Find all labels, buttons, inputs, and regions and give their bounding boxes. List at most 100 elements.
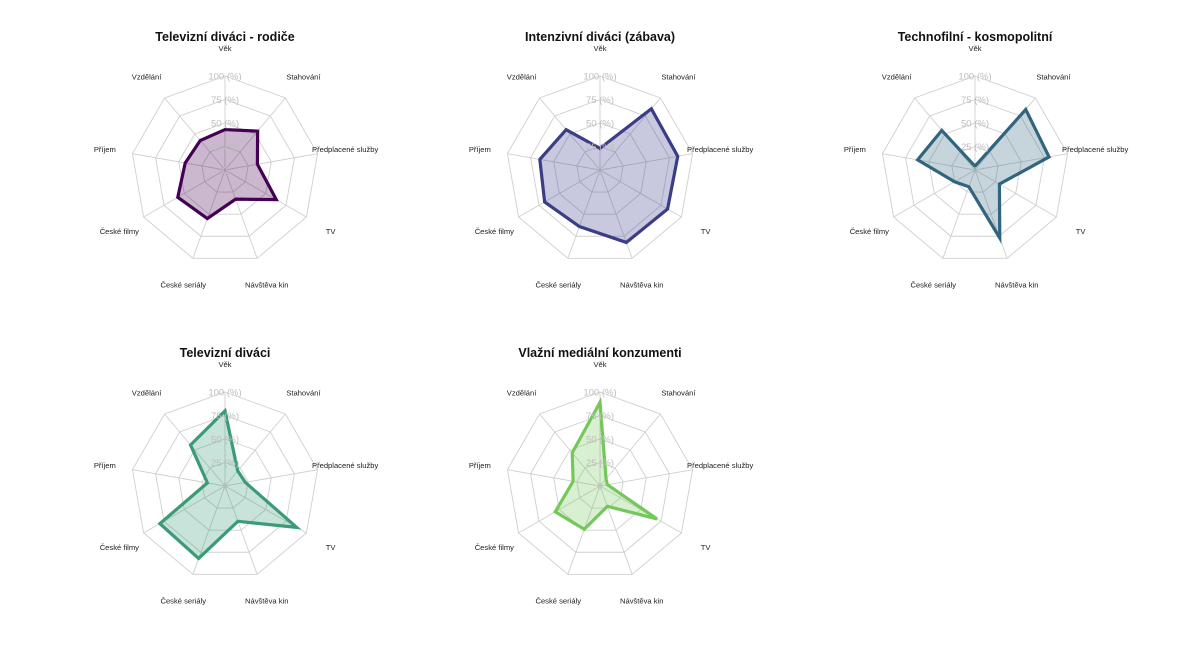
grid-spoke <box>518 169 601 218</box>
grid-ring <box>131 75 319 259</box>
grid-ring <box>881 75 1069 259</box>
radar-panel-2: Intenzivní diváci (zábava) 0 25 (%) 50 (%) 7… <box>469 30 754 290</box>
grid-ring <box>178 438 272 531</box>
grid-ring <box>201 462 249 509</box>
grid-spoke <box>224 97 286 171</box>
axis-label-ceske-filmy: České filmy <box>475 227 514 236</box>
grid-ring <box>178 122 272 215</box>
tick-label: 0 <box>222 482 227 493</box>
tick-label: 0 <box>222 166 227 177</box>
tick-label: 100 (%) <box>958 72 991 83</box>
grid-spoke <box>224 469 318 487</box>
grid-ring <box>951 146 999 193</box>
axis-label-vzdelani: Vzdělání <box>507 73 537 82</box>
grid-spoke <box>539 413 601 487</box>
axis-label-stahovani: Stahování <box>661 389 696 398</box>
panel-title: Technofilní - kosmopolitní <box>898 30 1053 44</box>
tick-label: 100 (%) <box>208 72 241 83</box>
axis-label-navsteva-kin: Návštěva kin <box>620 597 663 606</box>
grid-spoke <box>224 485 258 575</box>
axis-label-vek: Věk <box>593 44 606 53</box>
tick-label: 0 <box>597 166 602 177</box>
grid-spoke <box>882 153 976 171</box>
axis-label-prijem: Příjem <box>469 145 491 154</box>
panel-title: Vlažní mediální konzumenti <box>518 346 681 360</box>
grid-ring <box>155 99 295 237</box>
tick-label: 25 (%) <box>961 142 989 153</box>
grid-spoke <box>893 169 976 218</box>
grid-ring <box>506 75 694 259</box>
axis-label-vzdelani: Vzdělání <box>132 73 162 82</box>
tick-label: 100 (%) <box>583 388 616 399</box>
grid-spoke <box>143 169 226 218</box>
axis-label-vek: Věk <box>218 360 231 369</box>
tick-label: 100 (%) <box>583 72 616 83</box>
axis-label-prijem: Příjem <box>844 145 866 154</box>
grid-spoke <box>974 169 1008 259</box>
grid-spoke <box>974 153 1068 171</box>
tick-label: 0 <box>597 482 602 493</box>
radar-panel-1: Televizní diváci - rodiče 0 25 (%) 50 (%) 75… <box>94 30 379 290</box>
grid-spoke <box>507 469 601 487</box>
grid-ring <box>131 391 319 575</box>
grid-ring <box>553 438 647 531</box>
panel-title: Televizní diváci <box>180 346 271 360</box>
tick-label: 25 (%) <box>586 142 614 153</box>
axis-label-prijem: Příjem <box>94 461 116 470</box>
series-area <box>538 106 680 245</box>
grid-ring <box>506 391 694 575</box>
grid-spoke <box>164 413 226 487</box>
grid-ring <box>576 146 624 193</box>
radar-panel-3: Technofilní - kosmopolitní 0 25 (%) 50 (%) 7… <box>844 30 1129 290</box>
radar-panel-5: Vlažní mediální konzumenti 0 25 (%) 50 (%) 7… <box>469 346 754 606</box>
tick-label: 50 (%) <box>961 119 989 130</box>
tick-label: 50 (%) <box>211 119 239 130</box>
grid-spoke <box>132 153 226 171</box>
axis-label-stahovani: Stahování <box>286 73 321 82</box>
tick-label: 25 (%) <box>211 142 239 153</box>
tick-label: 50 (%) <box>586 119 614 130</box>
grid-spoke <box>224 153 318 171</box>
axis-label-vek: Věk <box>218 44 231 53</box>
grid-spoke <box>224 169 258 259</box>
axis-label-ceske-filmy: České filmy <box>475 543 514 552</box>
grid-ring <box>530 99 670 237</box>
grid-ring <box>530 415 670 553</box>
tick-label: 75 (%) <box>211 95 239 106</box>
grid-spoke <box>224 169 307 218</box>
tick-label: 50 (%) <box>211 435 239 446</box>
tick-label: 75 (%) <box>961 95 989 106</box>
radar-panel-4: Televizní diváci 0 25 (%) 50 (%) 75 (%) 100 (… <box>94 346 379 606</box>
axis-label-prijem: Příjem <box>469 461 491 470</box>
axis-label-prijem: Příjem <box>94 145 116 154</box>
axis-label-ceske-serialy: České seriály <box>535 597 581 606</box>
axis-label-vek: Věk <box>593 360 606 369</box>
axis-label-ceske-serialy: České seriály <box>910 281 956 290</box>
axis-label-tv: TV <box>326 227 337 236</box>
axis-label-predplacene-sluzby: Předplacené služby <box>687 461 753 470</box>
tick-label: 75 (%) <box>211 411 239 422</box>
axis-label-ceske-serialy: České seriály <box>160 281 206 290</box>
axis-label-navsteva-kin: Návštěva kin <box>245 597 288 606</box>
axis-label-predplacene-sluzby: Předplacené služby <box>312 461 378 470</box>
axis-label-vzdelani: Vzdělání <box>507 389 537 398</box>
grid-ring <box>576 462 624 509</box>
grid-ring <box>553 122 647 215</box>
series-area <box>553 396 658 532</box>
panel-title: Intenzivní diváci (zábava) <box>525 30 675 44</box>
axis-label-ceske-filmy: České filmy <box>100 543 139 552</box>
series-area <box>915 106 1052 244</box>
axis-label-tv: TV <box>1076 227 1087 236</box>
grid-spoke <box>539 97 601 171</box>
tick-label: 50 (%) <box>586 435 614 446</box>
grid-spoke <box>974 169 1057 218</box>
axis-label-stahovani: Stahování <box>286 389 321 398</box>
grid-spoke <box>132 469 226 487</box>
axis-label-tv: TV <box>701 227 712 236</box>
grid-spoke <box>599 469 693 487</box>
axis-label-vzdelani: Vzdělání <box>882 73 912 82</box>
axis-label-tv: TV <box>326 543 337 552</box>
axis-label-vek: Věk <box>968 44 981 53</box>
series-area <box>157 407 302 561</box>
axis-label-navsteva-kin: Návštěva kin <box>245 281 288 290</box>
